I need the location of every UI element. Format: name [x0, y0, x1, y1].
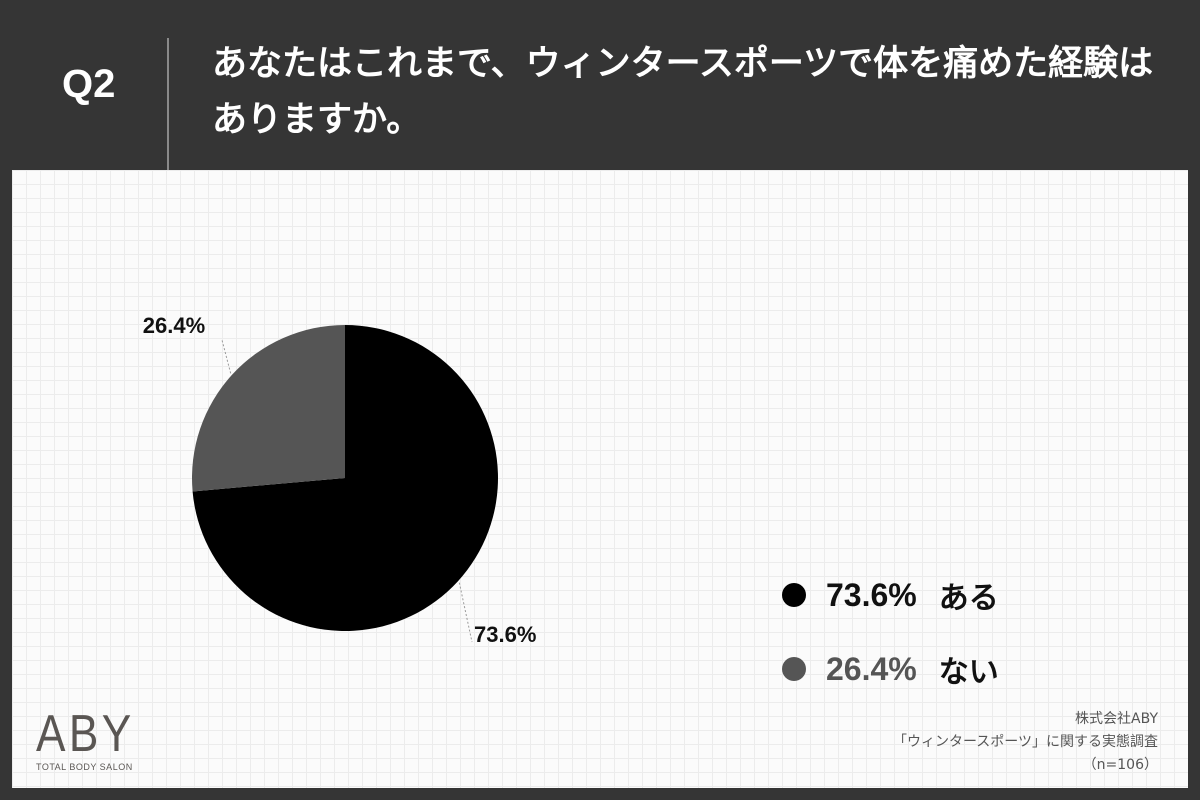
legend-value-nai: 26.4% [826, 650, 917, 687]
source-sample: （n=106） [1082, 757, 1158, 773]
pie-slice-aru [192, 325, 498, 631]
data-label-aru: 73.6% [474, 622, 536, 647]
legend-marker-nai [782, 657, 806, 681]
legend-item-aru: 73.6% ある [782, 570, 999, 620]
source-company: 株式会社ABY [1075, 711, 1158, 727]
header-divider [167, 38, 169, 170]
leader-line-aru [458, 582, 473, 643]
source-note: 株式会社ABY 「ウィンタースポーツ」に関する実態調査 （n=106） [893, 708, 1158, 777]
chart-panel: 73.6% 26.4% 73.6% ある 26.4% ない [12, 170, 1188, 788]
leader-line-nai [221, 339, 232, 374]
pie-slice-nai [191, 325, 345, 492]
question-number: Q2 [62, 62, 116, 106]
legend-value-aru: 73.6% [826, 576, 917, 613]
legend-label-nai: ない [938, 655, 999, 690]
logo-subtitle: TOTAL BODY SALON [36, 762, 133, 772]
legend: 73.6% ある 26.4% ない [782, 570, 999, 718]
header: Q2 あなたはこれまで、ウィンタースポーツで体を痛めた経験はありますか。 [0, 0, 1200, 170]
legend-item-nai: 26.4% ない [782, 644, 999, 694]
legend-label-aru: ある [938, 581, 999, 616]
legend-marker-aru [782, 583, 806, 607]
logo-mark: ABY [36, 705, 135, 763]
aby-logo: ABY TOTAL BODY SALON [36, 708, 152, 772]
data-label-nai: 26.4% [143, 313, 205, 338]
pie-chart: 73.6% 26.4% [143, 313, 537, 647]
question-text: あなたはこれまで、ウィンタースポーツで体を痛めた経験はありますか。 [212, 44, 1154, 140]
source-survey: 「ウィンタースポーツ」に関する実態調査 [892, 734, 1158, 750]
